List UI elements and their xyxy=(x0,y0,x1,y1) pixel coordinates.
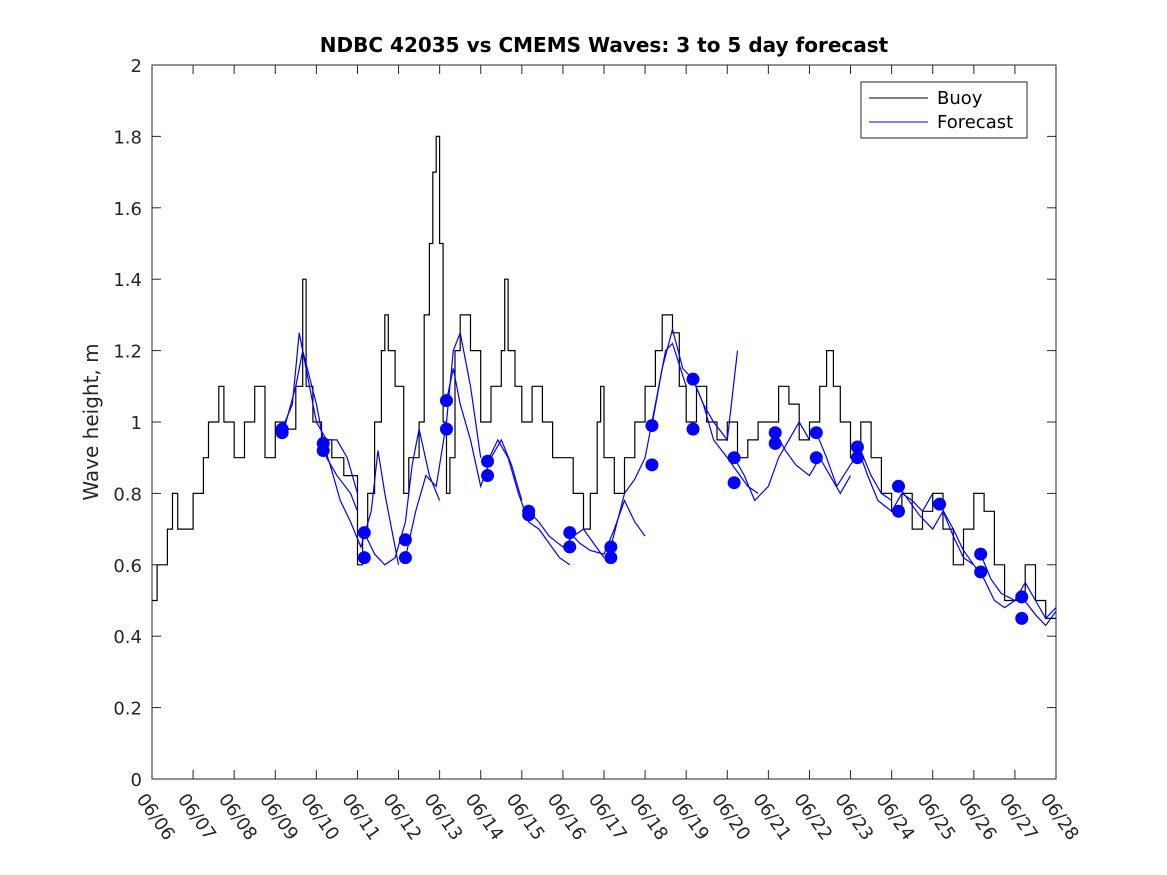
forecast-marker xyxy=(686,372,700,386)
forecast-marker xyxy=(563,526,577,540)
forecast-marker xyxy=(357,526,371,540)
forecast-marker xyxy=(1015,611,1029,625)
forecast-marker xyxy=(439,422,453,436)
forecast-run-line xyxy=(363,428,441,566)
forecast-marker xyxy=(357,551,371,565)
legend-forecast-label: Forecast xyxy=(937,112,1013,133)
forecast-marker xyxy=(275,426,289,440)
forecast-run-line xyxy=(856,446,934,513)
forecast-marker xyxy=(1015,590,1029,604)
buoy-series-layer xyxy=(152,135,1056,619)
y-tick-label: 2 xyxy=(131,56,142,77)
forecast-marker xyxy=(645,419,659,433)
buoy-line xyxy=(152,135,1056,619)
forecast-marker xyxy=(891,504,905,518)
y-tick-label: 1.6 xyxy=(113,199,142,220)
y-tick-label: 1.4 xyxy=(113,270,142,291)
legend: Buoy Forecast xyxy=(860,81,1028,139)
y-tick-label: 1.2 xyxy=(113,342,142,363)
forecast-marker xyxy=(768,436,782,450)
forecast-run-line xyxy=(733,420,811,502)
y-axis-label: Wave height, m xyxy=(79,343,103,500)
forecast-run-line xyxy=(322,443,400,565)
forecast-marker xyxy=(727,451,741,465)
forecast-marker xyxy=(850,440,864,454)
y-tick-label: 1.8 xyxy=(113,127,142,148)
y-tick-label: 0.8 xyxy=(113,484,142,505)
forecast-marker xyxy=(686,422,700,436)
forecast-markers-layer xyxy=(275,372,1029,625)
forecast-run-line xyxy=(445,368,523,501)
forecast-marker xyxy=(645,458,659,472)
forecast-run-line xyxy=(281,350,359,512)
y-tick-label: 0.6 xyxy=(113,556,142,577)
forecast-marker xyxy=(481,454,495,468)
forecast-run-line xyxy=(898,485,975,566)
forecast-run-line xyxy=(692,378,759,494)
forecast-marker xyxy=(604,551,618,565)
legend-box xyxy=(860,81,1028,139)
forecast-run-line xyxy=(774,432,852,495)
forecast-marker xyxy=(809,451,823,465)
forecast-run-line xyxy=(1021,596,1057,627)
forecast-marker xyxy=(398,533,412,547)
forecast-marker xyxy=(563,540,577,554)
y-tick-label: 0.2 xyxy=(113,699,142,720)
forecast-marker xyxy=(398,551,412,565)
y-tick-label: 0 xyxy=(131,770,142,791)
forecast-marker xyxy=(522,508,536,522)
y-tick-label: 1 xyxy=(131,413,142,434)
forecast-marker xyxy=(933,497,947,511)
forecast-marker xyxy=(727,476,741,490)
y-axis-ticks: 0 0.2 0.4 0.6 0.8 1 1.2 1.4 1.6 1.8 2 xyxy=(113,56,1056,791)
forecast-run-line xyxy=(404,330,482,558)
legend-buoy-label: Buoy xyxy=(937,88,983,109)
forecast-marker xyxy=(809,426,823,440)
y-tick-label: 0.4 xyxy=(113,627,142,648)
forecast-marker xyxy=(768,426,782,440)
forecast-marker xyxy=(974,547,988,561)
forecast-marker xyxy=(439,394,453,408)
forecast-marker xyxy=(604,540,618,554)
chart-title: NDBC 42035 vs CMEMS Waves: 3 to 5 day fo… xyxy=(320,33,889,57)
forecast-marker xyxy=(850,451,864,465)
forecast-marker xyxy=(316,444,330,458)
forecast-run-line xyxy=(487,438,571,566)
forecast-marker xyxy=(481,469,495,483)
forecast-marker xyxy=(891,479,905,493)
forecast-run-line xyxy=(281,332,359,494)
forecast-marker xyxy=(974,565,988,579)
